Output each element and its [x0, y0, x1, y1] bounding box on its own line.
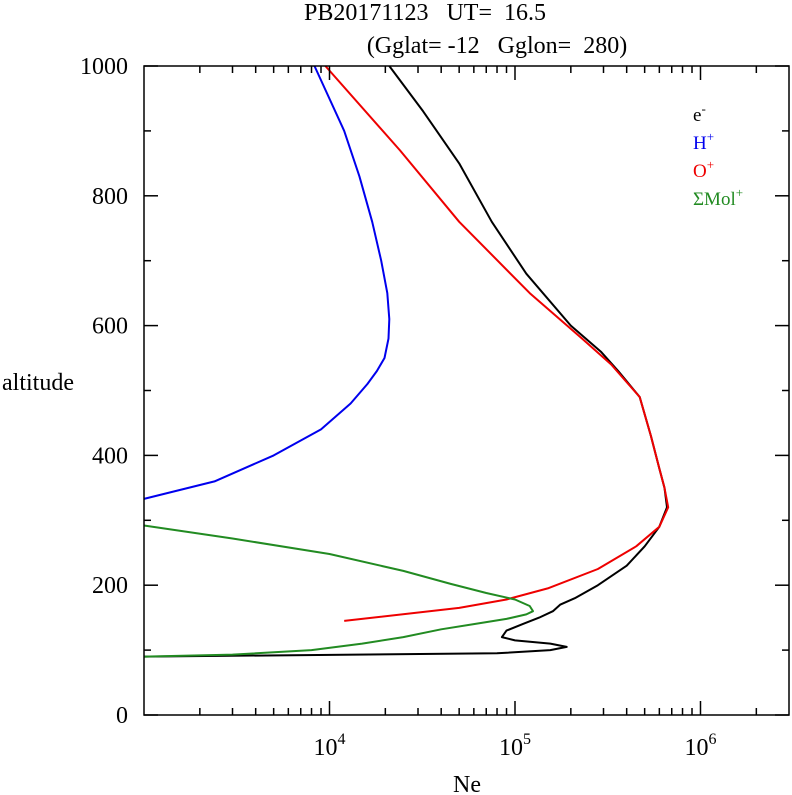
series-line-o	[324, 65, 670, 622]
y-axis: 0 200 400 600 800 1000	[80, 54, 789, 729]
y-tick-label: 0	[116, 703, 128, 729]
x-tick-label: 104	[313, 731, 345, 761]
chart-title-line1: PB20171123 UT= 16.5	[304, 0, 546, 26]
series-line-mol	[143, 524, 534, 658]
x-axis-label: Ne	[453, 772, 481, 795]
series-line-e	[143, 65, 668, 658]
x-tick-label: 106	[684, 731, 716, 761]
y-tick-label: 600	[92, 314, 128, 340]
series-line-h	[143, 65, 391, 500]
y-tick-label: 800	[92, 184, 128, 210]
legend: e- H+ O+ ΣMol+	[693, 101, 743, 210]
y-axis-label: altitude	[2, 370, 74, 396]
y-tick-label: 400	[92, 443, 128, 469]
legend-item-o: O+	[693, 157, 714, 182]
y-tick-label: 1000	[80, 54, 128, 80]
chart-title-line2: (Gglat= -12 Gglon= 280)	[367, 33, 627, 59]
x-tick-label: 105	[499, 731, 531, 761]
legend-item-e: e-	[693, 101, 706, 126]
legend-item-h: H+	[693, 129, 714, 154]
legend-item-mol: ΣMol+	[693, 185, 743, 210]
y-tick-label: 200	[92, 573, 128, 599]
series-layer	[143, 65, 670, 658]
x-axis: 104 105 106	[199, 66, 758, 761]
